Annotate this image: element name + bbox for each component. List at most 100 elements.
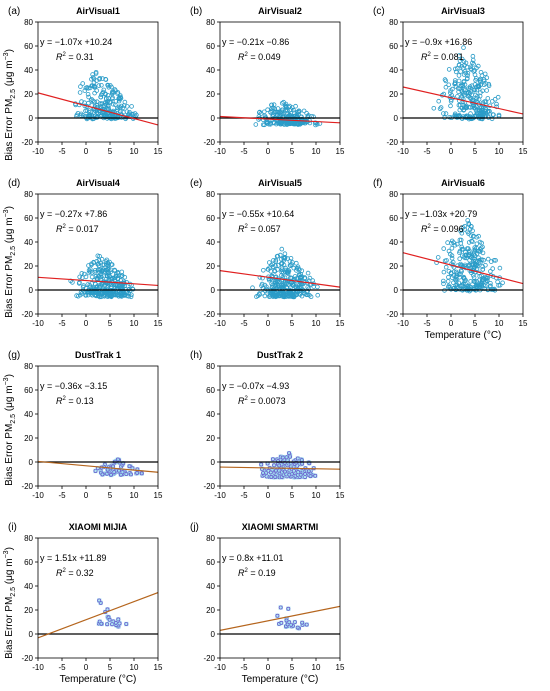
- x-tick-label: -10: [214, 147, 226, 156]
- data-point: [273, 263, 278, 269]
- panel-title: DustTrak 1: [75, 350, 121, 360]
- plot-frame: [219, 537, 341, 659]
- data-point-shade: [269, 474, 274, 480]
- data-point: [291, 265, 297, 271]
- data-point: [92, 269, 97, 275]
- data-point: [113, 620, 118, 625]
- data-point: [446, 67, 452, 72]
- data-point: [479, 277, 485, 283]
- data-point: [86, 267, 92, 273]
- data-point: [116, 96, 121, 101]
- data-point: [90, 270, 95, 275]
- regression-equation: y = −0.36x −3.15: [40, 381, 107, 391]
- data-point-shade: [276, 621, 282, 627]
- data-point: [74, 293, 79, 298]
- regression-equation: y = −0.07x −4.93: [222, 381, 289, 391]
- data-point: [257, 291, 262, 296]
- data-point: [497, 265, 503, 271]
- data-point: [257, 109, 263, 115]
- data-point: [107, 617, 112, 622]
- y-tick-label: 20: [206, 606, 215, 615]
- panel-letter: (a): [8, 6, 20, 17]
- data-point-shade: [313, 473, 318, 478]
- data-point: [455, 94, 460, 99]
- y-tick-label: 20: [389, 90, 398, 99]
- data-point: [467, 227, 473, 232]
- panel-title: AirVisual2: [258, 6, 302, 16]
- data-point: [457, 58, 463, 64]
- data-point: [461, 275, 467, 281]
- data-point: [456, 53, 462, 58]
- r-squared-label: R2 = 0.31: [56, 52, 94, 62]
- plot-frame: [219, 193, 341, 315]
- y-tick-label: 60: [389, 42, 398, 51]
- data-point-shade: [135, 470, 140, 476]
- data-point-shade: [287, 620, 292, 625]
- data-point: [105, 292, 111, 298]
- data-point: [266, 260, 272, 265]
- data-point: [449, 255, 455, 261]
- y-tick-label: -20: [21, 654, 33, 663]
- panel-letter: (d): [8, 178, 20, 189]
- data-point: [124, 104, 130, 109]
- data-point: [97, 284, 102, 289]
- data-point: [470, 60, 475, 66]
- y-tick-label: 40: [389, 66, 398, 75]
- data-point: [120, 288, 125, 294]
- data-point: [80, 275, 85, 280]
- data-point: [460, 247, 466, 252]
- data-point-shade: [106, 615, 111, 620]
- data-point: [474, 266, 480, 272]
- data-point-shade: [280, 455, 285, 460]
- panel-title: AirVisual6: [441, 178, 485, 188]
- data-point: [86, 94, 91, 100]
- panel-title: AirVisual3: [441, 6, 485, 16]
- data-point-shade: [289, 471, 295, 477]
- data-point: [129, 292, 134, 298]
- data-point: [99, 83, 104, 88]
- scatter-points: [93, 457, 144, 478]
- scatter-points: [96, 598, 129, 629]
- data-point: [272, 109, 278, 115]
- data-point: [285, 269, 290, 275]
- data-point: [477, 93, 483, 99]
- data-point: [275, 253, 281, 259]
- x-tick-label: 0: [266, 147, 271, 156]
- x-tick-label: -5: [240, 663, 248, 672]
- data-point: [271, 258, 276, 263]
- data-point: [272, 268, 277, 273]
- data-point: [91, 259, 96, 265]
- data-point: [99, 112, 104, 118]
- data-point-shade: [266, 468, 271, 474]
- x-tick-label: 5: [290, 663, 295, 672]
- r-squared-label: R2 = 0.0073: [238, 396, 286, 406]
- y-tick-label: 80: [206, 18, 215, 27]
- data-point: [500, 280, 505, 286]
- data-point: [260, 267, 266, 273]
- y-tick-label: -20: [386, 310, 398, 319]
- data-point: [466, 252, 472, 258]
- plot-frame: [37, 537, 159, 659]
- data-point: [441, 269, 447, 275]
- data-point: [305, 292, 310, 298]
- x-axis-label: Temperature (°C): [60, 674, 137, 685]
- data-point-shade: [124, 621, 129, 627]
- r-squared-label: R2 = 0.081: [421, 52, 464, 62]
- data-point: [488, 280, 493, 286]
- x-tick-label: 0: [84, 491, 89, 500]
- y-tick-label: 60: [206, 214, 215, 223]
- y-axis-label-row-d: Bias Error PM2.5 (μg m−3): [3, 547, 17, 659]
- data-point: [113, 102, 118, 108]
- data-point: [284, 618, 289, 623]
- data-point-shade: [288, 622, 294, 628]
- scatter-points: [275, 605, 309, 631]
- data-point: [85, 92, 91, 97]
- data-point-shade: [306, 469, 311, 474]
- data-point: [471, 249, 477, 255]
- data-point: [283, 104, 289, 110]
- data-point: [481, 112, 486, 117]
- data-point: [114, 292, 120, 298]
- panel-title: AirVisual4: [76, 178, 120, 188]
- data-point: [86, 108, 92, 113]
- data-point: [470, 255, 476, 261]
